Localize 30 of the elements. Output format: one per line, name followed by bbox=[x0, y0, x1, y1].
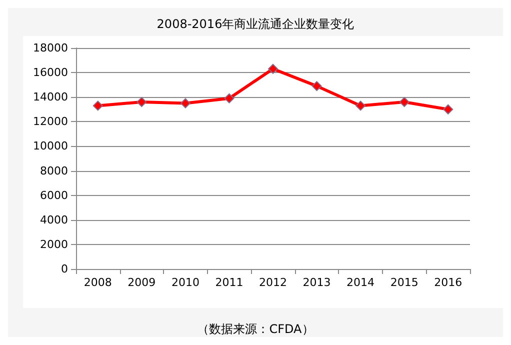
y-tick-label: 18000 bbox=[33, 42, 68, 54]
x-tick-label: 2015 bbox=[390, 276, 418, 289]
x-tick-label: 2013 bbox=[302, 276, 331, 289]
point bbox=[92, 100, 103, 111]
y-tick-label: 0 bbox=[61, 262, 68, 276]
y-tick-label: 16000 bbox=[33, 66, 68, 80]
x-tick-label: 2011 bbox=[215, 276, 244, 289]
text: （数据来源：CFDA） bbox=[197, 322, 314, 336]
y-tick-label: 14000 bbox=[33, 90, 68, 104]
point bbox=[443, 104, 454, 114]
chart-title: 2008-2016年商业流通企业数量变化 bbox=[156, 17, 354, 31]
point bbox=[399, 97, 410, 108]
y-tick-label: 4000 bbox=[40, 213, 68, 226]
point bbox=[224, 93, 234, 104]
point bbox=[180, 98, 190, 108]
point bbox=[356, 100, 366, 111]
x-tick-label: 2010 bbox=[171, 276, 200, 289]
y-tick-label: 12000 bbox=[33, 115, 68, 128]
y-tick-label: 8000 bbox=[40, 164, 68, 178]
point bbox=[312, 81, 322, 92]
x-tick-label: 2012 bbox=[259, 276, 287, 289]
x-tick-label: 2014 bbox=[346, 276, 375, 289]
y-tick-label: 10000 bbox=[33, 140, 68, 153]
x-tick-label: 2008 bbox=[84, 276, 112, 289]
x-tick-label: 2009 bbox=[128, 276, 156, 289]
point bbox=[268, 64, 278, 74]
x-tick-label: 2016 bbox=[434, 276, 462, 289]
y-tick-label: 2000 bbox=[40, 238, 68, 251]
y-tick-label: 6000 bbox=[40, 188, 68, 202]
point bbox=[136, 97, 147, 108]
